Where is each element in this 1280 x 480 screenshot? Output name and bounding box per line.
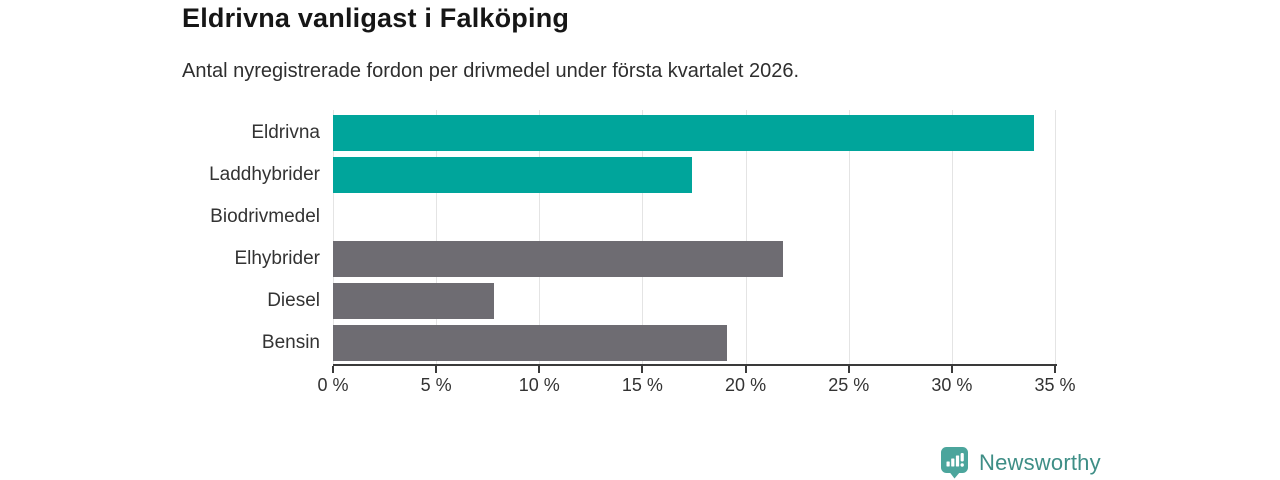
category-label-diesel: Diesel [267, 290, 320, 311]
x-axis-line [333, 364, 1057, 366]
x-axis-tick-label-30: 30 % [931, 375, 973, 395]
x-axis-tick-label-10: 10 % [518, 375, 560, 395]
x-axis-tick-label-5: 5 % [420, 375, 452, 395]
x-axis-tick-15 [641, 366, 644, 373]
category-label-elhybrider: Elhybrider [234, 248, 320, 269]
x-axis-tick-label-0: 0 % [317, 375, 349, 395]
gridline-5 [436, 110, 438, 364]
x-axis-tick-10 [538, 366, 541, 373]
category-label-eldrivna: Eldrivna [251, 122, 320, 143]
x-axis-tick-label-20: 20 % [725, 375, 767, 395]
gridline-35 [1055, 110, 1056, 364]
gridline-20 [745, 110, 747, 364]
bar-elhybrider [333, 241, 783, 277]
x-axis-tick-label-15: 15 % [621, 375, 663, 395]
bar-laddhybrider [333, 157, 692, 193]
gridline-25 [848, 110, 850, 364]
x-axis-tick-30 [950, 366, 953, 373]
category-label-bensin: Bensin [261, 332, 320, 353]
gridline-10 [539, 110, 541, 364]
gridline-30 [951, 110, 953, 364]
gridline-0 [333, 110, 334, 364]
chart-title: Eldrivna vanligast i Falköping [182, 3, 570, 33]
x-axis-tick-5 [435, 366, 438, 373]
x-axis-tick-label-25: 25 % [828, 375, 870, 395]
bar-diesel [333, 283, 494, 319]
newsworthy-chart-bubble-icon [940, 446, 970, 479]
gridline-15 [642, 110, 644, 364]
newsworthy-logo-text: Newsworthy [979, 449, 1101, 475]
bar-bensin [333, 325, 727, 361]
category-label-biodrivmedel: Biodrivmedel [210, 206, 320, 227]
bar-eldrivna [333, 115, 1035, 151]
x-axis-tick-35 [1054, 366, 1056, 373]
x-axis-tick-25 [847, 366, 850, 373]
category-label-laddhybrider: Laddhybrider [209, 164, 320, 185]
x-axis-tick-20 [744, 366, 747, 373]
x-axis-tick-label-35: 35 % [1034, 375, 1076, 395]
x-axis-tick-0 [332, 366, 334, 373]
newsworthy-logo: Newsworthy [940, 446, 1101, 479]
chart-subtitle: Antal nyregistrerade fordon per drivmede… [182, 60, 800, 82]
